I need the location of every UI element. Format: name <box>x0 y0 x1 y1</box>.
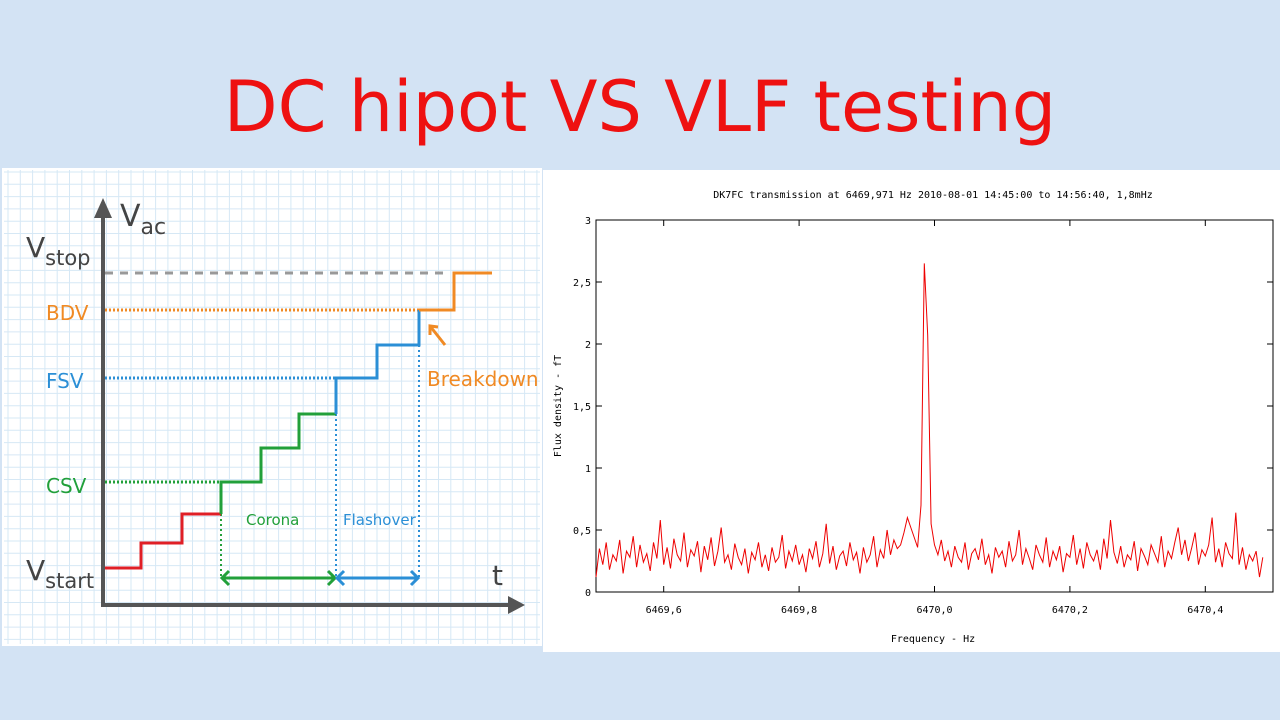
label-csv: CSV <box>46 474 87 498</box>
label-vstart: Vstart <box>26 554 94 593</box>
label-flashover: Flashover <box>343 511 417 529</box>
diagram-grid <box>4 170 540 644</box>
x-tick-label: 6469,6 <box>646 605 682 616</box>
y-tick-label: 0 <box>585 588 591 599</box>
y-axis-title: Flux density - fT <box>553 355 564 457</box>
slide-title: DC hipot VS VLF testing <box>223 66 1057 148</box>
y-tick-label: 0,5 <box>573 526 591 537</box>
y-tick-label: 2 <box>585 340 591 351</box>
chart-title: DK7FC transmission at 6469,971 Hz 2010-0… <box>713 190 1153 201</box>
y-tick-label: 1 <box>585 464 591 475</box>
start-steps <box>105 512 221 570</box>
diagram-background <box>2 168 542 646</box>
flux-density-series <box>595 263 1264 578</box>
y-axis-label: Vac <box>120 199 166 240</box>
vlf-step-diagram: Vac t Vstop BDV FSV CSV Vstart Breakdown… <box>2 168 542 646</box>
x-axis-label: t <box>492 559 503 592</box>
x-tick-label: 6470,4 <box>1187 605 1223 616</box>
corona-steps <box>219 412 336 514</box>
flashover-duration-arrow <box>334 569 421 587</box>
label-fsv: FSV <box>46 369 84 393</box>
flashover-steps <box>334 310 421 414</box>
x-tick-label: 6469,8 <box>781 605 817 616</box>
label-bdv: BDV <box>46 301 89 325</box>
label-breakdown: Breakdown <box>427 367 539 391</box>
y-tick-label: 2,5 <box>573 278 591 289</box>
y-tick-label: 1,5 <box>573 402 591 413</box>
x-tick-label: 6470,2 <box>1052 605 1088 616</box>
breakdown-pointer-arrow <box>428 324 447 346</box>
x-axis-title: Frequency - Hz <box>891 634 975 645</box>
spectrum-chart: DK7FC transmission at 6469,971 Hz 2010-0… <box>543 170 1280 652</box>
label-corona: Corona <box>246 511 299 529</box>
breakdown-steps <box>419 271 492 312</box>
x-axis-arrowhead <box>508 596 525 614</box>
label-vstop: Vstop <box>26 231 91 270</box>
x-tick-label: 6470,0 <box>916 605 952 616</box>
y-tick-label: 3 <box>585 216 591 227</box>
y-axis-arrowhead <box>94 198 112 218</box>
